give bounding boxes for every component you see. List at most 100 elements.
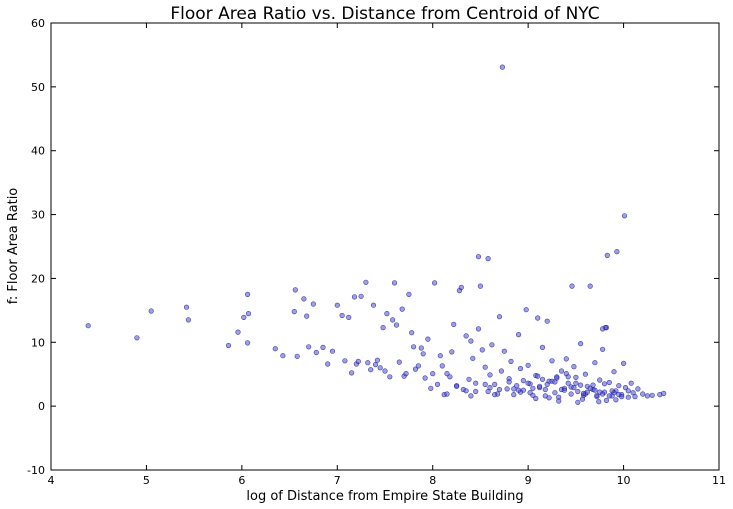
- data-point: [536, 383, 543, 389]
- data-point: [475, 326, 482, 332]
- data-point: [393, 322, 400, 328]
- data-point: [365, 360, 371, 366]
- data-point: [601, 381, 608, 387]
- data-point: [430, 371, 436, 377]
- data-point: [449, 349, 455, 355]
- data-point: [499, 64, 506, 70]
- data-point: [487, 372, 493, 378]
- data-point: [625, 388, 631, 394]
- data-point: [245, 291, 251, 298]
- data-point: [485, 256, 491, 262]
- data-point: [571, 364, 577, 370]
- x-tick-label: 7: [334, 474, 341, 487]
- data-point: [599, 391, 606, 397]
- data-point: [506, 379, 512, 385]
- data-point: [406, 291, 412, 298]
- data-point: [501, 348, 507, 354]
- data-point: [292, 287, 298, 293]
- data-point: [515, 332, 522, 338]
- data-point: [473, 388, 479, 395]
- data-point: [454, 383, 460, 389]
- data-point: [380, 325, 386, 331]
- x-tick-label: 8: [429, 474, 436, 487]
- data-point: [539, 376, 546, 382]
- points-layer: [85, 64, 667, 405]
- data-point: [368, 367, 374, 373]
- data-point: [616, 383, 622, 389]
- data-point: [556, 398, 562, 404]
- data-point: [590, 382, 596, 388]
- data-point: [489, 342, 495, 348]
- data-point: [544, 381, 550, 388]
- data-point: [245, 340, 251, 346]
- y-tick-label: 0: [38, 400, 45, 413]
- data-point: [565, 380, 571, 386]
- data-point: [515, 387, 522, 393]
- data-point: [661, 390, 667, 397]
- plot-frame: [50, 22, 720, 471]
- data-point: [355, 358, 361, 365]
- data-point: [458, 284, 464, 291]
- data-point: [384, 311, 390, 317]
- data-point: [575, 399, 581, 405]
- data-point: [148, 308, 154, 314]
- data-point: [587, 385, 593, 391]
- data-point: [396, 359, 402, 365]
- data-point: [439, 363, 445, 369]
- data-point: [463, 388, 469, 394]
- data-point: [542, 386, 548, 393]
- data-point: [301, 296, 307, 302]
- data-point: [329, 348, 336, 354]
- data-point: [372, 362, 379, 368]
- data-point: [577, 382, 584, 388]
- data-point: [622, 385, 629, 391]
- data-point: [477, 283, 484, 289]
- data-point: [492, 392, 498, 398]
- data-point: [235, 329, 241, 335]
- data-point: [183, 304, 190, 310]
- data-point: [599, 346, 606, 352]
- data-point: [552, 379, 558, 385]
- data-point: [306, 344, 312, 350]
- data-point: [530, 385, 536, 391]
- data-point: [334, 302, 340, 308]
- x-tick-label: 6: [238, 474, 245, 487]
- data-point: [628, 380, 634, 386]
- data-point: [544, 318, 550, 324]
- data-point: [606, 393, 612, 399]
- data-point: [620, 360, 627, 367]
- data-point: [511, 392, 517, 398]
- data-point: [473, 380, 479, 386]
- data-point: [584, 389, 590, 395]
- data-point: [613, 397, 619, 403]
- data-point: [325, 361, 331, 367]
- data-point: [575, 388, 581, 395]
- data-point: [573, 374, 579, 381]
- y-tick-label: 10: [31, 336, 45, 349]
- data-point: [403, 371, 409, 377]
- data-point: [514, 383, 520, 389]
- data-point: [546, 395, 552, 401]
- data-point: [504, 386, 510, 392]
- data-point: [606, 379, 612, 386]
- data-point: [272, 346, 278, 352]
- data-point: [399, 306, 405, 312]
- ticks-layer: 4 5 6 7 8 9 10 11 -10 0 10 20 30 40 50 60: [27, 17, 726, 487]
- data-point: [339, 312, 345, 319]
- y-tick-label: 60: [31, 17, 45, 30]
- data-point: [390, 317, 396, 323]
- data-point: [482, 364, 488, 370]
- data-point: [558, 368, 565, 374]
- x-tick-label: 9: [525, 474, 532, 487]
- data-point: [470, 355, 476, 361]
- data-point: [577, 341, 584, 347]
- data-point: [535, 373, 541, 379]
- data-point: [549, 358, 555, 364]
- data-point: [428, 385, 434, 391]
- data-point: [573, 380, 579, 386]
- data-point: [444, 371, 450, 377]
- x-tick-label: 4: [48, 474, 55, 487]
- data-point: [391, 280, 398, 286]
- data-point: [412, 366, 419, 372]
